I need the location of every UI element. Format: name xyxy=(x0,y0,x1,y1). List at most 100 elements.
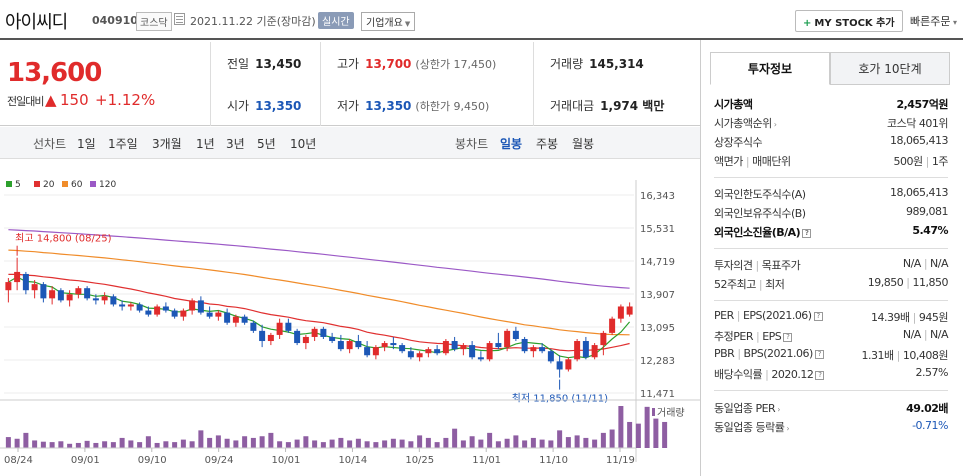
candle-body xyxy=(451,341,458,350)
candle-body xyxy=(346,341,353,350)
tab-1y[interactable]: 1년 xyxy=(196,137,215,151)
tab-hoga-10[interactable]: 호가 10단계 xyxy=(830,52,950,85)
open-label: 시가 xyxy=(227,99,250,113)
candle-body xyxy=(224,312,231,323)
volume-bar xyxy=(644,406,650,448)
est-per-value: N/A xyxy=(902,328,921,341)
per-year: (2021.06) xyxy=(762,309,812,322)
candle-body xyxy=(565,359,572,370)
market-cap-rank-row: 시가총액순위 › 코스닥 401위 xyxy=(714,115,948,133)
volume-bar xyxy=(329,439,335,448)
volume-bar xyxy=(303,436,309,448)
candle-body xyxy=(609,318,616,333)
candle-body xyxy=(460,345,467,350)
dividend-row: 배당수익률 | 2020.12? 2.57% xyxy=(714,366,949,381)
volume-bar xyxy=(312,440,318,448)
line-chart-label[interactable]: 선차트 xyxy=(33,137,67,151)
candle-body xyxy=(154,306,161,315)
y-tick-label: 13,095 xyxy=(640,323,675,334)
tab-weekly[interactable]: 주봉 xyxy=(536,137,559,151)
company-info-label: 기업개요 xyxy=(366,18,403,29)
y-tick-label: 12,283 xyxy=(640,356,675,367)
volume-column: 거래량 145,314 거래대금 1,974 백만 xyxy=(533,42,700,126)
volume-bar xyxy=(277,441,283,448)
realtime-button[interactable]: 실시간 xyxy=(318,12,354,29)
tab-1w[interactable]: 1주일 xyxy=(108,137,138,151)
candle-body xyxy=(539,347,546,352)
candle-body xyxy=(355,341,362,348)
bps-value: 10,408원 xyxy=(902,349,949,362)
tab-10y[interactable]: 10년 xyxy=(290,137,317,151)
candle-body xyxy=(530,347,537,352)
low-annotation: 최저 11,850 (11/11) xyxy=(512,393,608,405)
volume-bar xyxy=(609,429,615,448)
tab-daily[interactable]: 일봉 xyxy=(500,137,523,151)
help-icon[interactable]: ? xyxy=(813,312,823,321)
stock-chart[interactable]: 16,343 15,531 14,719 13,907 13,095 12,283 11,4… xyxy=(0,170,700,476)
tab-5y[interactable]: 5년 xyxy=(257,137,276,151)
volume-bar xyxy=(460,440,466,448)
candle-body xyxy=(294,330,301,344)
volume-bar xyxy=(233,440,239,448)
candle-body xyxy=(180,310,187,317)
shares-value: 18,065,413 xyxy=(890,134,948,147)
volume-bar xyxy=(5,437,11,448)
volume-bar xyxy=(600,432,606,448)
volume-bar xyxy=(565,437,571,448)
candle-body xyxy=(136,304,143,311)
volume-bar xyxy=(163,441,169,448)
market-cap-label: 시가총액 xyxy=(714,98,753,111)
company-info-dropdown[interactable]: 기업개요 ▼ xyxy=(361,12,416,31)
high-label: 고가 xyxy=(337,57,360,71)
volume-bar xyxy=(478,439,484,448)
volume-bar xyxy=(364,441,370,448)
volume-bar xyxy=(635,423,641,448)
volume-bar xyxy=(399,439,405,448)
tab-1d[interactable]: 1일 xyxy=(77,137,96,151)
candle-chart-label[interactable]: 봉차트 xyxy=(455,137,489,151)
candle-body xyxy=(84,288,91,299)
pbr-year: (2021.06) xyxy=(763,347,813,360)
add-mystock-button[interactable]: + MY STOCK 추가 xyxy=(795,10,903,32)
est-per-row: 추정PER | EPS? N/A | N/A xyxy=(714,328,948,343)
trade-unit-value: 1주 xyxy=(931,155,949,168)
candle-body xyxy=(337,341,344,350)
candle-body xyxy=(101,296,108,301)
tab-invest-info[interactable]: 투자정보 xyxy=(710,52,830,85)
bps-label: BPS xyxy=(743,347,764,360)
volume-bar xyxy=(75,442,81,448)
volume-bar xyxy=(172,442,178,448)
volume-bar xyxy=(102,441,108,448)
volume-bar xyxy=(434,442,440,448)
foreign-ratio-row: 외국인소진율(B/A)? 5.47% xyxy=(714,224,948,242)
current-price: 13,600 xyxy=(7,58,102,88)
candle-body xyxy=(14,271,21,283)
help-icon[interactable]: ? xyxy=(783,333,793,342)
help-icon[interactable]: ? xyxy=(814,350,824,359)
quick-order-button[interactable]: 빠른주문 ▾ xyxy=(910,13,957,29)
candle-body xyxy=(399,345,406,352)
volume-bar xyxy=(530,437,536,448)
help-icon[interactable]: ? xyxy=(815,371,825,380)
candle-body xyxy=(311,328,318,337)
legend-label: 60 xyxy=(71,180,83,190)
volume-bar xyxy=(390,438,396,448)
tab-3y[interactable]: 3년 xyxy=(226,137,245,151)
ma-line-5 xyxy=(8,276,631,359)
candle-body xyxy=(57,290,64,301)
volume-bar xyxy=(119,437,125,448)
candle-body xyxy=(232,316,239,323)
tab-3m[interactable]: 3개월 xyxy=(152,137,182,151)
volume-bar xyxy=(425,437,431,448)
tab-monthly[interactable]: 월봉 xyxy=(572,137,595,151)
candle-body xyxy=(267,334,274,342)
up-triangle-icon: ▲ xyxy=(45,91,57,109)
help-icon[interactable]: ? xyxy=(802,229,812,238)
candle-body xyxy=(556,361,563,370)
candle-chart-svg[interactable]: 16,343 15,531 14,719 13,907 13,095 12,283 11,4… xyxy=(0,170,700,476)
high-annotation: 최고 14,800 (08/25) xyxy=(15,233,111,245)
candle-body xyxy=(31,284,38,291)
volume-legend-label: 거래량 xyxy=(657,407,685,419)
ma-line-60 xyxy=(8,249,630,336)
volume-bar xyxy=(285,442,291,448)
